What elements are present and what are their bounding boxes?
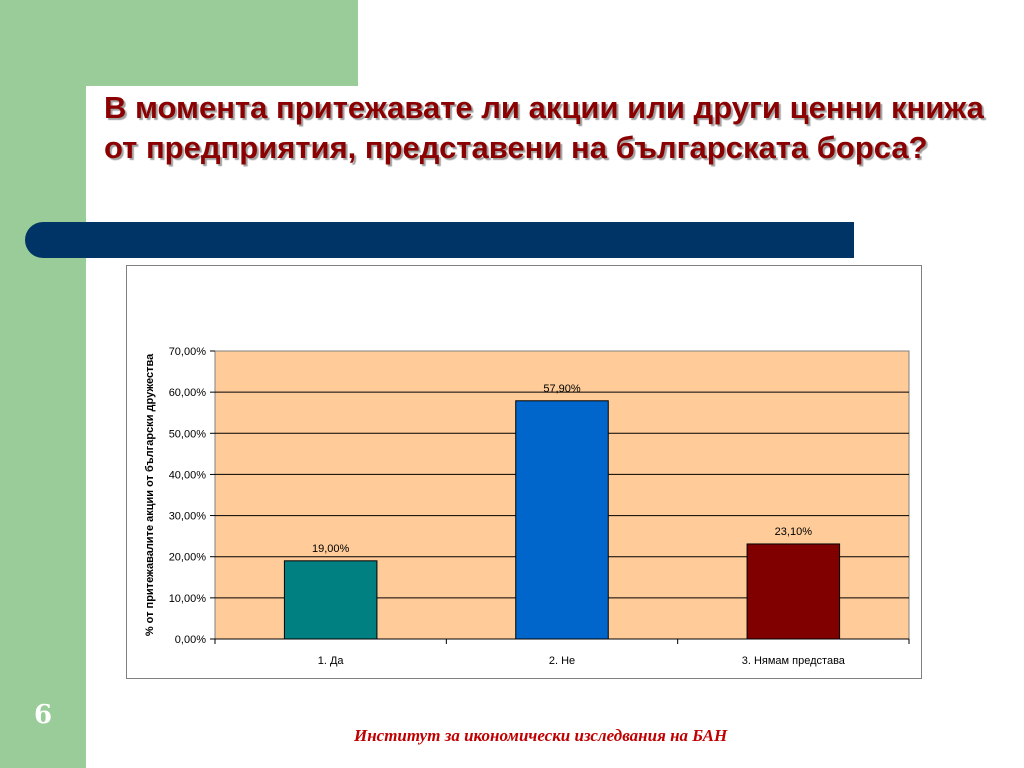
x-tick-label: 3. Нямам представа — [742, 655, 846, 667]
y-tick-label: 20,00% — [169, 552, 207, 564]
bar-chart: 0,00% 10,00% 20,00% 30,00% 40,00% 50,00% 60,00… — [144, 346, 910, 667]
slide-title: В момента притежавате ли акции или други… — [104, 90, 984, 165]
y-tick-label: 60,00% — [169, 387, 207, 399]
title-underline-bar — [25, 222, 854, 258]
y-tick-label: 30,00% — [169, 511, 207, 523]
y-tick-label: 50,00% — [169, 428, 207, 440]
x-tick-label: 1. Да — [318, 655, 345, 667]
side-decoration-bar — [0, 0, 86, 768]
y-tick-label: 10,00% — [169, 593, 207, 605]
bar — [283, 560, 378, 640]
bar-value-label: 57,90% — [543, 383, 581, 395]
y-tick-label: 40,00% — [169, 469, 207, 481]
slide-number: 6 — [34, 700, 53, 730]
y-tick-label: 0,00% — [175, 634, 206, 646]
bar — [746, 543, 841, 640]
institute-footer: Институт за икономически изследвания на … — [354, 726, 728, 745]
top-decoration-band — [86, 0, 358, 86]
y-tick-label: 70,00% — [169, 346, 207, 358]
bar — [515, 400, 609, 640]
y-axis-title: % от притежавалите акции от български др… — [144, 353, 156, 636]
bar-value-label: 23,10% — [775, 526, 813, 538]
chart-container: 0,00% 10,00% 20,00% 30,00% 40,00% 50,00% 60,00… — [126, 265, 922, 679]
x-tick-label: 2. Не — [549, 655, 575, 667]
bar-value-label: 19,00% — [312, 543, 350, 555]
